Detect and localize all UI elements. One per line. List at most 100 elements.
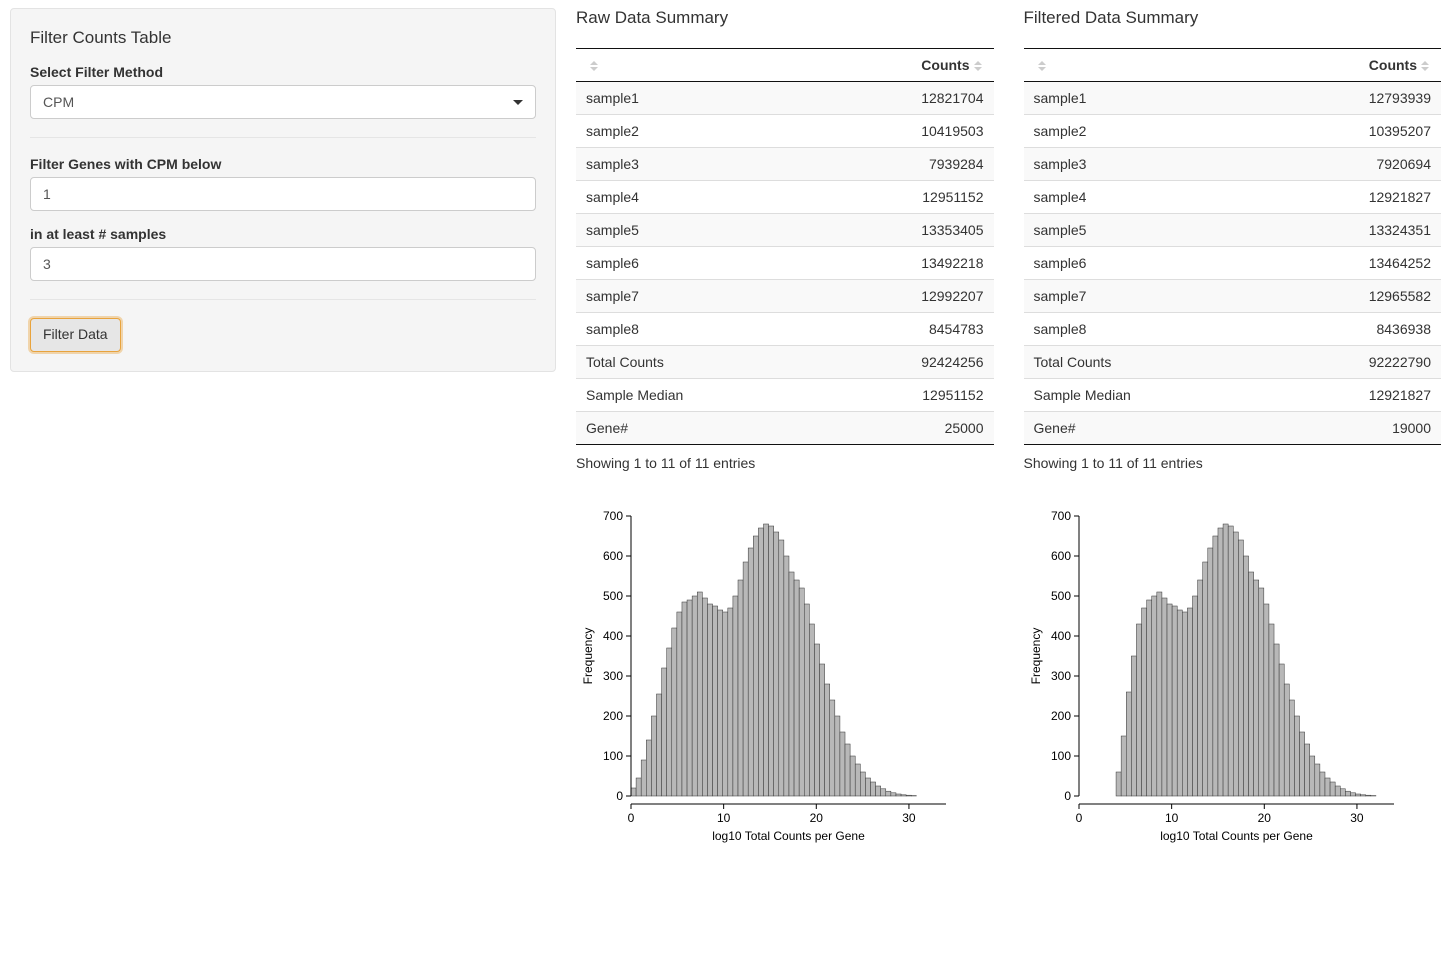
- raw-summary-column: Raw Data Summary Counts sample112821704s…: [576, 8, 994, 846]
- row-counts: 25000: [821, 412, 993, 445]
- svg-text:300: 300: [603, 669, 623, 683]
- filter-method-select[interactable]: CPM: [30, 85, 536, 119]
- table-row: sample513353405: [576, 214, 994, 247]
- svg-text:100: 100: [1050, 749, 1070, 763]
- filter-method-label: Select Filter Method: [30, 64, 536, 80]
- samples-threshold-group: in at least # samples: [30, 226, 536, 281]
- row-label: sample3: [1024, 148, 1269, 181]
- svg-text:log10 Total Counts per Gene: log10 Total Counts per Gene: [1160, 829, 1313, 843]
- table-row: Sample Median12951152: [576, 379, 994, 412]
- row-label: Gene#: [576, 412, 821, 445]
- sort-icon: [1421, 61, 1431, 71]
- row-label: sample8: [576, 313, 821, 346]
- filtered-histogram-wrap: 01002003004005006007000102030log10 Total…: [1024, 506, 1442, 846]
- raw-histogram: 01002003004005006007000102030log10 Total…: [576, 506, 956, 846]
- page-layout: Filter Counts Table Select Filter Method…: [10, 8, 1441, 846]
- svg-text:30: 30: [1350, 811, 1364, 825]
- samples-threshold-input[interactable]: [30, 247, 536, 281]
- filtered-summary-table: Counts sample112793939sample210395207sam…: [1024, 48, 1442, 445]
- row-counts: 12951152: [821, 379, 993, 412]
- filter-data-button[interactable]: Filter Data: [30, 318, 121, 352]
- row-counts: 12821704: [821, 82, 993, 115]
- row-label: sample3: [576, 148, 821, 181]
- svg-text:10: 10: [717, 811, 731, 825]
- raw-col-sample[interactable]: [576, 49, 821, 82]
- row-counts: 13353405: [821, 214, 993, 247]
- row-counts: 13464252: [1269, 247, 1441, 280]
- raw-table-info: Showing 1 to 11 of 11 entries: [576, 455, 994, 471]
- svg-text:100: 100: [603, 749, 623, 763]
- svg-text:700: 700: [1050, 509, 1070, 523]
- sidebar: Filter Counts Table Select Filter Method…: [10, 8, 556, 846]
- row-label: sample8: [1024, 313, 1269, 346]
- filtered-col-counts-label: Counts: [1369, 57, 1417, 73]
- table-row: Total Counts92424256: [576, 346, 994, 379]
- row-label: Sample Median: [1024, 379, 1269, 412]
- svg-text:0: 0: [628, 811, 635, 825]
- svg-text:600: 600: [603, 549, 623, 563]
- raw-summary-table: Counts sample112821704sample210419503sam…: [576, 48, 994, 445]
- row-counts: 92424256: [821, 346, 993, 379]
- filtered-col-counts[interactable]: Counts: [1269, 49, 1441, 82]
- filtered-col-sample[interactable]: [1024, 49, 1269, 82]
- svg-text:30: 30: [902, 811, 916, 825]
- row-label: sample2: [1024, 115, 1269, 148]
- table-row: sample712992207: [576, 280, 994, 313]
- svg-text:200: 200: [1050, 709, 1070, 723]
- row-label: Gene#: [1024, 412, 1269, 445]
- row-counts: 10419503: [821, 115, 993, 148]
- svg-text:200: 200: [603, 709, 623, 723]
- samples-threshold-label: in at least # samples: [30, 226, 536, 242]
- table-row: sample210419503: [576, 115, 994, 148]
- table-row: Gene#25000: [576, 412, 994, 445]
- row-counts: 8454783: [821, 313, 993, 346]
- row-label: sample1: [1024, 82, 1269, 115]
- raw-col-counts[interactable]: Counts: [821, 49, 993, 82]
- filtered-table-info: Showing 1 to 11 of 11 entries: [1024, 455, 1442, 471]
- row-counts: 92222790: [1269, 346, 1441, 379]
- row-counts: 10395207: [1269, 115, 1441, 148]
- cpm-threshold-input[interactable]: [30, 177, 536, 211]
- sort-icon: [974, 61, 984, 71]
- row-counts: 12951152: [821, 181, 993, 214]
- sort-icon: [590, 61, 600, 71]
- table-row: sample112793939: [1024, 82, 1442, 115]
- row-counts: 12793939: [1269, 82, 1441, 115]
- row-label: sample2: [576, 115, 821, 148]
- filtered-summary-title: Filtered Data Summary: [1024, 8, 1442, 28]
- row-counts: 12921827: [1269, 181, 1441, 214]
- svg-text:0: 0: [616, 789, 623, 803]
- raw-summary-title: Raw Data Summary: [576, 8, 994, 28]
- row-label: Sample Median: [576, 379, 821, 412]
- caret-down-icon: [513, 100, 523, 105]
- table-row: Gene#19000: [1024, 412, 1442, 445]
- divider: [30, 299, 536, 300]
- table-row: sample613492218: [576, 247, 994, 280]
- row-counts: 13492218: [821, 247, 993, 280]
- svg-text:700: 700: [603, 509, 623, 523]
- table-row: sample412921827: [1024, 181, 1442, 214]
- table-row: Sample Median12921827: [1024, 379, 1442, 412]
- table-row: sample37939284: [576, 148, 994, 181]
- table-row: sample513324351: [1024, 214, 1442, 247]
- row-counts: 12965582: [1269, 280, 1441, 313]
- row-counts: 13324351: [1269, 214, 1441, 247]
- cpm-threshold-label: Filter Genes with CPM below: [30, 156, 536, 172]
- row-counts: 8436938: [1269, 313, 1441, 346]
- table-row: sample412951152: [576, 181, 994, 214]
- row-label: sample5: [1024, 214, 1269, 247]
- row-label: sample4: [1024, 181, 1269, 214]
- table-row: sample210395207: [1024, 115, 1442, 148]
- row-counts: 19000: [1269, 412, 1441, 445]
- svg-text:0: 0: [1075, 811, 1082, 825]
- table-row: sample712965582: [1024, 280, 1442, 313]
- svg-text:600: 600: [1050, 549, 1070, 563]
- filter-method-value: CPM: [43, 94, 513, 110]
- table-row: sample88436938: [1024, 313, 1442, 346]
- row-label: sample6: [1024, 247, 1269, 280]
- row-label: sample4: [576, 181, 821, 214]
- filter-method-group: Select Filter Method CPM: [30, 64, 536, 119]
- svg-text:Frequency: Frequency: [1029, 628, 1043, 685]
- table-row: sample112821704: [576, 82, 994, 115]
- svg-text:log10 Total Counts per Gene: log10 Total Counts per Gene: [712, 829, 865, 843]
